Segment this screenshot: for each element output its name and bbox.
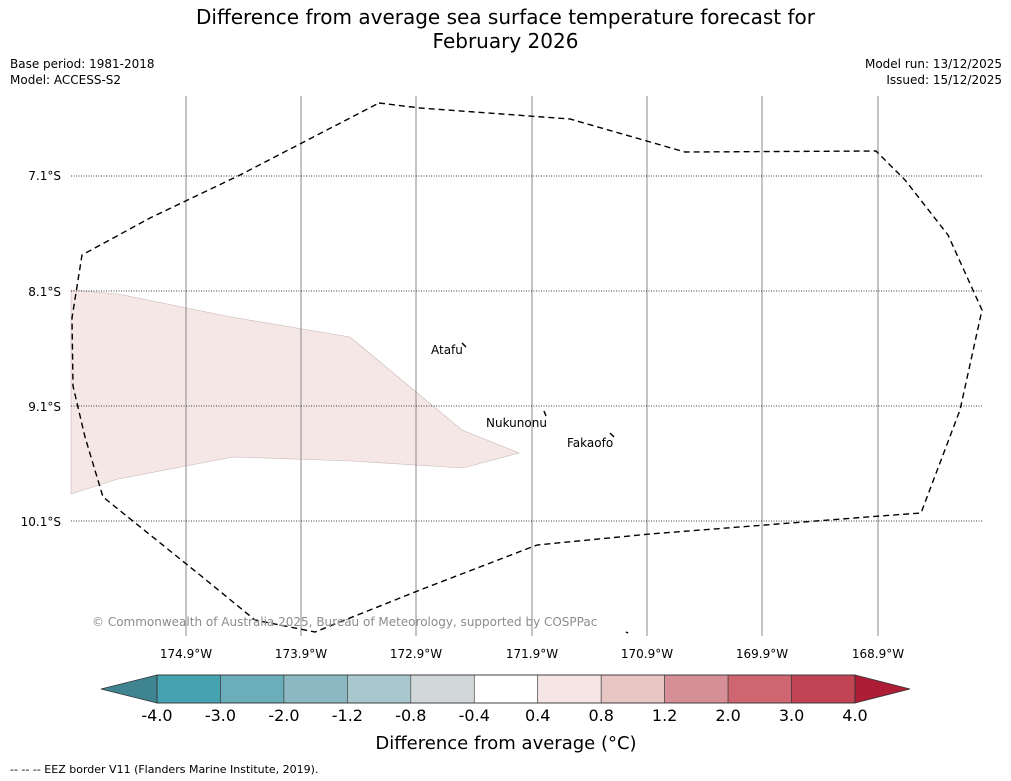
colorbar-tick-label: 1.2 (652, 706, 677, 725)
colorbar-tick-label: 0.8 (588, 706, 613, 725)
colorbar-cell (347, 674, 412, 704)
colorbar: -4.0 -3.0 -2.0 -1.2 -0.8 -0.4 0.4 0.8 1.2 2.0 3.0 4… (100, 674, 911, 754)
colorbar-tick-label: 2.0 (715, 706, 740, 725)
colorbar-cell (283, 674, 348, 704)
lon-label: 168.9°W (852, 647, 904, 661)
colorbar-extend-low (100, 674, 158, 704)
model-run: Model run: 13/12/2025 (864, 57, 1002, 71)
footer-note: -- -- -- EEZ border V11 (Flanders Marine… (10, 763, 319, 776)
lon-label: 169.9°W (736, 647, 788, 661)
nukunonu-atoll (543, 410, 547, 417)
anomaly-region (70, 289, 520, 495)
lon-label: 171.9°W (506, 647, 558, 661)
lat-label: 7.1°S (28, 169, 61, 183)
meta-left: Base period: 1981-2018 Model: ACCESS-S2 (10, 56, 155, 88)
colorbar-cell (410, 674, 475, 704)
latitude-gridlines (71, 175, 982, 522)
colorbar-tick-label: 4.0 (842, 706, 867, 725)
colorbar-cell (600, 674, 665, 704)
colorbar-tick-label: -3.0 (205, 706, 236, 725)
lat-label: 8.1°S (28, 285, 61, 299)
colorbar-tick-label: -4.0 (141, 706, 172, 725)
place-label-nukunonu: Nukunonu (486, 416, 547, 430)
colorbar-frame (156, 674, 856, 704)
colorbar-tick-label: -0.8 (395, 706, 426, 725)
colorbar-cell (537, 674, 602, 704)
issued-date: Issued: 15/12/2025 (886, 73, 1002, 87)
title-line-1: Difference from average sea surface temp… (195, 5, 815, 29)
colorbar-cell (791, 674, 856, 704)
longitude-gridlines (185, 96, 879, 636)
colorbar-label: Difference from average (°C) (375, 733, 636, 754)
colorbar-tick-label: -1.2 (332, 706, 363, 725)
colorbar-extend-high (854, 674, 911, 704)
atafu-atoll (461, 342, 467, 348)
lon-label: 173.9°W (275, 647, 327, 661)
model-name: Model: ACCESS-S2 (10, 73, 122, 87)
base-period: Base period: 1981-2018 (10, 57, 155, 71)
colorbar-cell (156, 674, 221, 704)
colorbar-tick-label: -2.0 (268, 706, 299, 725)
colorbar-tick-label: -0.4 (459, 706, 490, 725)
map-title: Difference from average sea surface temp… (0, 5, 1011, 53)
lon-label: 174.9°W (160, 647, 212, 661)
place-label-atafu: Atafu (431, 343, 463, 357)
meta-right: Model run: 13/12/2025 Issued: 15/12/2025 (865, 56, 1002, 88)
colorbar-cell (473, 674, 539, 704)
lon-label: 172.9°W (390, 647, 442, 661)
copyright-text: © Commonwealth of Australia 2025, Bureau… (92, 615, 597, 629)
place-label-fakaofo: Fakaofo (567, 436, 613, 450)
title-line-2: February 2026 (432, 29, 579, 53)
colorbar-cell (727, 674, 792, 704)
lon-label: 170.9°W (621, 647, 673, 661)
fakaofo-atoll (609, 432, 615, 438)
lat-label: 9.1°S (28, 400, 61, 414)
lat-label: 10.1°S (21, 515, 61, 529)
colorbar-cell (664, 674, 729, 704)
colorbar-cell (220, 674, 285, 704)
colorbar-tick-label: 3.0 (779, 706, 804, 725)
colorbar-tick-label: 0.4 (525, 706, 550, 725)
eez-border (71, 102, 983, 633)
swains-dot (625, 631, 629, 634)
